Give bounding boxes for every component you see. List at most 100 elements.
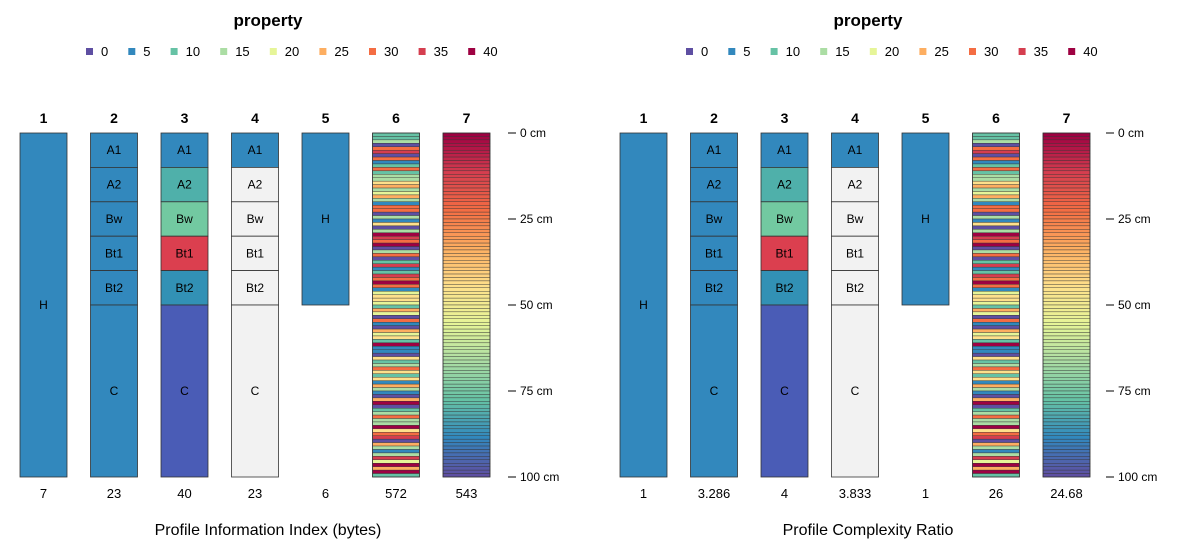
stripe <box>972 304 1020 309</box>
stripe <box>442 356 491 361</box>
stripe <box>442 445 491 450</box>
stripe <box>972 146 1020 151</box>
stripe <box>972 459 1020 464</box>
stripe <box>1042 132 1091 137</box>
depth-axis: 0 cm 25 cm 50 cm 75 cm 100 cm <box>508 126 559 484</box>
stripe <box>372 153 420 158</box>
stripe <box>972 287 1020 292</box>
horizon-label: C <box>780 384 789 398</box>
stripe <box>972 184 1020 189</box>
stripe <box>1042 170 1091 175</box>
stripe <box>372 308 420 313</box>
stripe <box>442 435 491 440</box>
stripe <box>442 191 491 196</box>
profile-7: 7 543 <box>442 110 491 501</box>
stripe <box>1042 287 1091 292</box>
legend-swatch-40 <box>468 48 476 55</box>
stripe <box>442 232 491 237</box>
stripe <box>972 229 1020 233</box>
stripe <box>972 270 1020 275</box>
stripe <box>372 304 420 309</box>
stripe <box>442 146 491 151</box>
stripe <box>972 328 1020 333</box>
stripe <box>372 132 420 137</box>
legend-label-30: 30 <box>384 44 398 59</box>
stripe <box>972 428 1020 433</box>
legend-label-20: 20 <box>885 44 899 59</box>
stripe <box>442 277 491 282</box>
stripe <box>1042 408 1091 412</box>
stripe <box>372 225 420 230</box>
stripe <box>1042 205 1091 209</box>
stripe <box>972 366 1020 371</box>
stripe <box>972 370 1020 374</box>
profile-id: 1 <box>640 110 648 126</box>
stripe <box>1042 438 1091 443</box>
legend: 0 5 10 15 20 25 30 35 40 <box>86 44 498 59</box>
stripe <box>442 139 491 144</box>
stripe <box>972 218 1020 223</box>
stripe <box>972 180 1020 185</box>
stripe <box>442 294 491 299</box>
stripe <box>442 408 491 412</box>
stripe <box>372 335 420 340</box>
stripe <box>442 418 491 423</box>
horizon-label: Bt1 <box>775 246 793 260</box>
legend-label-15: 15 <box>235 44 249 59</box>
stripe <box>1042 174 1091 178</box>
horizon-label: A2 <box>707 178 722 192</box>
profile-3: 3 A1 A2 Bw Bt1 Bt2 C 40 <box>160 110 209 501</box>
stripe <box>1042 280 1091 285</box>
stripe <box>972 177 1020 182</box>
stripe <box>442 174 491 178</box>
stripe <box>972 335 1020 340</box>
profile-2: 2 A1 A2 Bw Bt1 Bt2 C 3.286 <box>690 110 738 501</box>
legend-label-5: 5 <box>743 44 750 59</box>
profile-6: 6 572 <box>372 110 420 501</box>
stripe <box>1042 291 1091 295</box>
depth-tick-label: 50 cm <box>520 298 553 312</box>
stripe <box>442 184 491 189</box>
stripe <box>972 294 1020 299</box>
stripe <box>1042 452 1091 457</box>
stripe <box>442 456 491 460</box>
stripe <box>972 342 1020 347</box>
legend-swatch-30 <box>369 48 376 55</box>
stripe <box>1042 349 1091 354</box>
stripe <box>372 408 420 412</box>
stripe <box>972 377 1020 381</box>
stripe <box>1042 397 1091 402</box>
stripe <box>442 390 491 395</box>
stripe <box>442 256 491 261</box>
stripe <box>442 180 491 185</box>
horizon-Bw <box>831 201 879 237</box>
stripe <box>1042 387 1091 392</box>
stripe <box>972 404 1020 409</box>
horizon-C <box>90 304 138 478</box>
stripe <box>972 211 1020 216</box>
stripe <box>1042 284 1091 288</box>
stripe <box>372 356 420 361</box>
horizon-label: H <box>639 298 648 312</box>
horizon-A2 <box>90 166 138 203</box>
stripe <box>442 328 491 333</box>
stripe <box>372 170 420 175</box>
profile-value: 7 <box>40 486 47 501</box>
horizon-label: C <box>251 384 260 398</box>
stripe <box>372 346 420 350</box>
horizon-label: H <box>39 298 48 312</box>
stripe <box>972 215 1020 220</box>
stripe <box>1042 380 1091 385</box>
stripe <box>372 322 420 326</box>
stripe <box>372 315 420 319</box>
stripe <box>442 469 491 474</box>
stripe <box>1042 167 1091 172</box>
horizon-C <box>690 304 738 478</box>
stripe <box>972 383 1020 388</box>
stripe <box>972 387 1020 392</box>
stripe <box>372 359 420 364</box>
legend-swatch-0 <box>86 48 93 55</box>
horizon-label: Bt2 <box>705 281 723 295</box>
horizon-label: Bt1 <box>246 246 264 260</box>
